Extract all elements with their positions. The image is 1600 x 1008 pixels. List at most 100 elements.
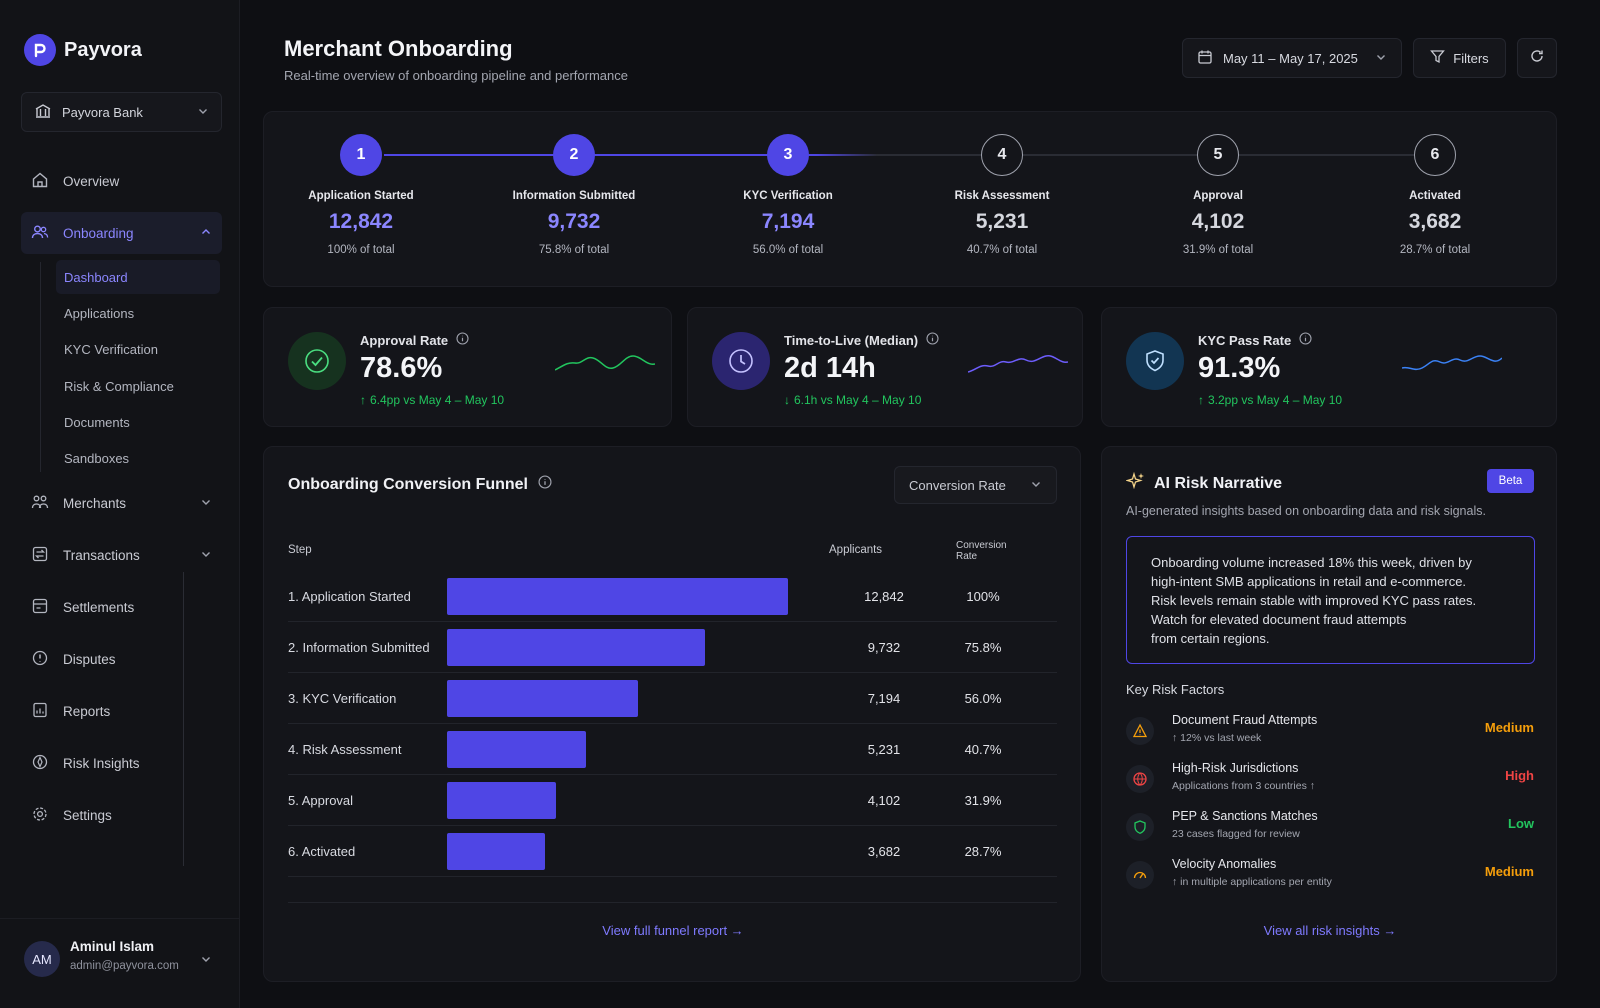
step-value: 5,231 xyxy=(975,210,1029,233)
info-icon[interactable] xyxy=(456,332,469,348)
step-percent: 100% of total xyxy=(327,244,395,256)
nav-onboarding-label: Onboarding xyxy=(63,225,134,241)
funnel-metric-value: Conversion Rate xyxy=(909,477,1006,493)
nav-onboarding[interactable]: Onboarding xyxy=(21,212,222,254)
view-all-risk-insights-link[interactable]: View all risk insights → xyxy=(1263,923,1397,938)
nav-settlements-label: Settlements xyxy=(63,599,135,615)
funnel-row[interactable]: 5. Approval 4,102 31.9% xyxy=(288,775,1057,826)
funnel-applicants: 5,231 xyxy=(867,741,901,757)
nav-sub-dashboard[interactable]: Dashboard xyxy=(56,260,220,294)
funnel-step-label: 1. Application Started xyxy=(288,588,411,604)
nav-risk-insights[interactable]: Risk Insights xyxy=(21,742,222,784)
risk-factor-document-fraud[interactable]: Document Fraud Attempts ↑ 12% vs last we… xyxy=(1126,711,1534,755)
shield-check-icon xyxy=(1126,332,1184,390)
kpi-time-to-live[interactable]: Time-to-Live (Median) 2d 14h ↓ 6.1h vs M… xyxy=(687,307,1083,427)
nav-reports[interactable]: Reports xyxy=(21,690,222,732)
merchants-icon xyxy=(31,493,49,514)
funnel-row[interactable]: 3. KYC Verification 7,194 56.0% xyxy=(288,673,1057,724)
kpi-value: 2d 14h xyxy=(784,352,876,384)
brand[interactable]: Payvora xyxy=(24,34,142,66)
shield-icon xyxy=(1126,813,1154,841)
column-header-rate-line1: Conversion xyxy=(956,540,1007,551)
narrative-line: Onboarding volume increased 18% this wee… xyxy=(1151,555,1472,570)
kyc-sparkline xyxy=(1402,355,1502,371)
filters-button[interactable]: Filters xyxy=(1413,38,1506,78)
factor-name: Document Fraud Attempts xyxy=(1172,713,1318,727)
risk-factor-velocity-anomalies[interactable]: Velocity Anomalies ↑ in multiple applica… xyxy=(1126,855,1534,899)
step-percent: 40.7% of total xyxy=(966,244,1038,256)
kpi-kyc-pass-rate[interactable]: KYC Pass Rate 91.3% ↑ 3.2pp vs May 4 – M… xyxy=(1101,307,1557,427)
nav-sub-applications[interactable]: Applications xyxy=(64,305,135,321)
funnel-rate: 75.8% xyxy=(964,639,1002,655)
nav-merchants[interactable]: Merchants xyxy=(21,482,222,524)
step-kyc-verification[interactable]: 3 KYC Verification 7,194 56.0% of total xyxy=(708,134,868,256)
funnel-metric-select[interactable]: Conversion Rate xyxy=(894,466,1057,504)
step-number: 2 xyxy=(553,134,595,176)
funnel-row[interactable]: 1. Application Started 12,842 100% xyxy=(288,571,1057,622)
funnel-bar xyxy=(447,731,586,768)
user-email: admin@payvora.com xyxy=(70,960,179,972)
bank-select[interactable]: Payvora Bank xyxy=(21,92,222,132)
home-icon xyxy=(31,171,49,192)
column-header-applicants: Applicants xyxy=(829,544,883,556)
date-range-picker[interactable]: May 11 – May 17, 2025 xyxy=(1182,38,1402,78)
funnel-row[interactable]: 2. Information Submitted 9,732 75.8% xyxy=(288,622,1057,673)
refresh-button[interactable] xyxy=(1517,38,1557,78)
nav-sub-documents[interactable]: Documents xyxy=(64,414,130,430)
bar-axis xyxy=(183,572,184,866)
view-full-funnel-link[interactable]: View full funnel report → xyxy=(602,923,744,938)
settlements-icon xyxy=(31,597,49,618)
step-activated[interactable]: 6 Activated 3,682 28.7% of total xyxy=(1355,134,1515,256)
step-value: 4,102 xyxy=(1191,210,1245,233)
step-approval[interactable]: 5 Approval 4,102 31.9% of total xyxy=(1138,134,1298,256)
chevron-down-icon xyxy=(200,548,212,563)
disputes-icon xyxy=(31,649,49,670)
info-icon[interactable] xyxy=(538,475,552,494)
stepper-fade-line xyxy=(816,154,876,156)
funnel-step-label: 2. Information Submitted xyxy=(288,639,430,655)
globe-alert-icon xyxy=(1126,765,1154,793)
funnel-row[interactable]: 4. Risk Assessment 5,231 40.7% xyxy=(288,724,1057,775)
kpi-approval-rate[interactable]: Approval Rate 78.6% ↑ 6.4pp vs May 4 – M… xyxy=(263,307,672,427)
funnel-row[interactable]: 6. Activated 3,682 28.7% xyxy=(288,826,1057,877)
funnel-applicants: 3,682 xyxy=(867,843,901,859)
risk-factor-high-risk-jurisdictions[interactable]: High-Risk Jurisdictions Applications fro… xyxy=(1126,759,1534,803)
kpi-label-text: KYC Pass Rate xyxy=(1198,332,1292,348)
funnel-rate: 40.7% xyxy=(964,741,1002,757)
risk-factor-pep-sanctions[interactable]: PEP & Sanctions Matches 23 cases flagged… xyxy=(1126,807,1534,851)
step-value: 3,682 xyxy=(1408,210,1462,233)
funnel-step-label: 6. Activated xyxy=(288,843,356,859)
info-icon[interactable] xyxy=(926,332,939,348)
nav-settings[interactable]: Settings xyxy=(21,794,222,836)
arrow-down-icon: ↓ xyxy=(784,393,790,407)
user-menu[interactable]: AM Aminul Islam admin@payvora.com xyxy=(0,918,240,1008)
step-number: 4 xyxy=(981,134,1023,176)
chevron-down-icon xyxy=(200,496,212,511)
transactions-icon xyxy=(31,545,49,566)
info-icon[interactable] xyxy=(1299,332,1312,348)
velocity-icon xyxy=(1126,861,1154,889)
factor-desc: ↑ in multiple applications per entity xyxy=(1172,876,1332,888)
nav-disputes[interactable]: Disputes xyxy=(21,638,222,680)
factor-desc: ↑ 12% vs last week xyxy=(1172,732,1262,744)
nav-sub-kyc-verification[interactable]: KYC Verification xyxy=(64,341,158,357)
step-information-submitted[interactable]: 2 Information Submitted 9,732 75.8% of t… xyxy=(494,134,654,256)
step-application-started[interactable]: 1 Application Started 12,842 100% of tot… xyxy=(281,134,441,256)
ai-risk-narrative-card: AI Risk Narrative Beta AI-generated insi… xyxy=(1101,446,1557,982)
factor-desc: 23 cases flagged for review xyxy=(1172,828,1300,840)
step-name: Application Started xyxy=(308,190,414,202)
funnel-bar xyxy=(447,680,638,717)
nav-settlements[interactable]: Settlements xyxy=(21,586,222,628)
step-risk-assessment[interactable]: 4 Risk Assessment 5,231 40.7% of total xyxy=(922,134,1082,256)
payvora-logo-icon xyxy=(24,34,56,66)
nav-sub-risk-compliance[interactable]: Risk & Compliance xyxy=(64,378,174,394)
step-value: 9,732 xyxy=(547,210,601,233)
funnel-step-label: 5. Approval xyxy=(288,792,354,808)
funnel-applicants: 4,102 xyxy=(867,792,901,808)
avatar: AM xyxy=(24,941,60,977)
funnel-rate: 56.0% xyxy=(964,690,1002,706)
nav-transactions[interactable]: Transactions xyxy=(21,534,222,576)
conversion-funnel-card: Onboarding Conversion Funnel Conversion … xyxy=(263,446,1081,982)
nav-overview[interactable]: Overview xyxy=(21,160,222,202)
nav-sub-sandboxes[interactable]: Sandboxes xyxy=(64,450,130,466)
